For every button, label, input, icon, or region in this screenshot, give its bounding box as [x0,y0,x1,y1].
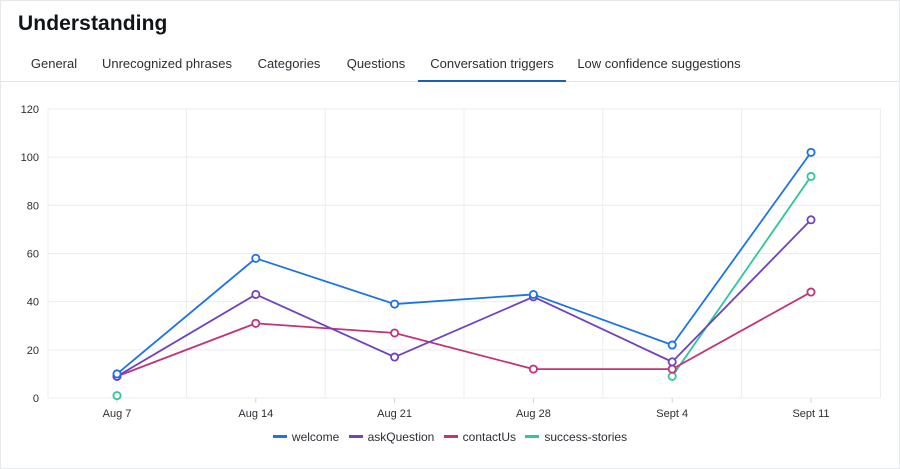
data-point[interactable] [667,371,677,381]
data-point[interactable] [112,369,122,379]
legend-label: askQuestion [367,430,435,444]
data-point[interactable] [667,340,677,350]
legend-swatch-askquestion [348,435,363,439]
y-tick-label: 60 [27,249,39,261]
legend-label: contactUs [462,430,517,444]
series-line [116,151,812,375]
data-point[interactable] [251,318,261,328]
x-tick-label: Aug 21 [377,408,412,420]
data-point[interactable] [806,171,816,181]
tab-bar: General Unrecognized phrases Categories … [1,47,899,82]
conversation-triggers-chart: 0 20 40 60 80 100 120 Aug 7 Aug 14 Aug 21 Aug 28 Se… [21,104,881,420]
x-tick-label: Aug 14 [238,408,273,420]
data-point[interactable] [251,253,261,263]
legend-label: success-stories [544,430,628,444]
data-point[interactable] [528,364,538,374]
tab-questions[interactable]: Questions [346,56,406,71]
tab-conversation-triggers[interactable]: Conversation triggers [418,47,566,82]
x-tick-label: Sept 4 [656,408,688,420]
tab-low-confidence-suggestions[interactable]: Low confidence suggestions [577,56,741,71]
page-title: Understanding [18,12,168,35]
x-tick-label: Aug 28 [516,408,551,420]
chart-legend: welcome askQuestion contactUs success-st… [1,430,899,446]
data-point[interactable] [390,328,400,338]
series-lines [112,147,816,401]
legend-swatch-welcome [272,435,287,439]
data-point[interactable] [251,289,261,299]
data-point[interactable] [806,147,816,157]
grid-lines [47,108,881,399]
series-line [116,219,812,378]
y-tick-label: 40 [27,297,39,309]
y-tick-label: 0 [33,393,39,405]
data-point[interactable] [390,299,400,309]
series-line [671,175,812,377]
data-point[interactable] [806,287,816,297]
tab-general[interactable]: General [30,56,78,71]
series-welcome [112,147,816,379]
series-contactUs [112,287,816,381]
data-point[interactable] [667,357,677,367]
legend-item-askquestion[interactable]: askQuestion [348,430,435,444]
data-point[interactable] [390,352,400,362]
data-point[interactable] [667,364,677,374]
series-line [116,291,812,378]
data-point[interactable] [112,391,122,401]
legend-item-success-stories[interactable]: success-stories [525,430,627,444]
y-tick-label: 120 [21,104,39,116]
legend-swatch-success-stories [525,435,540,439]
legend-item-welcome[interactable]: welcome [272,430,340,444]
x-tick-label: Sept 11 [792,408,829,420]
data-point[interactable] [528,289,538,299]
axis-labels: 0 20 40 60 80 100 120 Aug 7 Aug 14 Aug 21 Aug 28 Se… [21,104,830,420]
legend-swatch-contactus [443,435,458,439]
tab-unrecognized-phrases[interactable]: Unrecognized phrases [101,56,233,71]
tab-categories[interactable]: Categories [257,56,321,71]
x-tick-label: Aug 7 [103,408,132,420]
legend-item-contactus[interactable]: contactUs [443,430,517,444]
series-success-stories [112,171,816,401]
legend-label: welcome [291,430,340,444]
data-point[interactable] [806,215,816,225]
y-tick-label: 20 [27,345,39,357]
y-tick-label: 100 [21,152,39,164]
y-tick-label: 80 [27,200,39,212]
